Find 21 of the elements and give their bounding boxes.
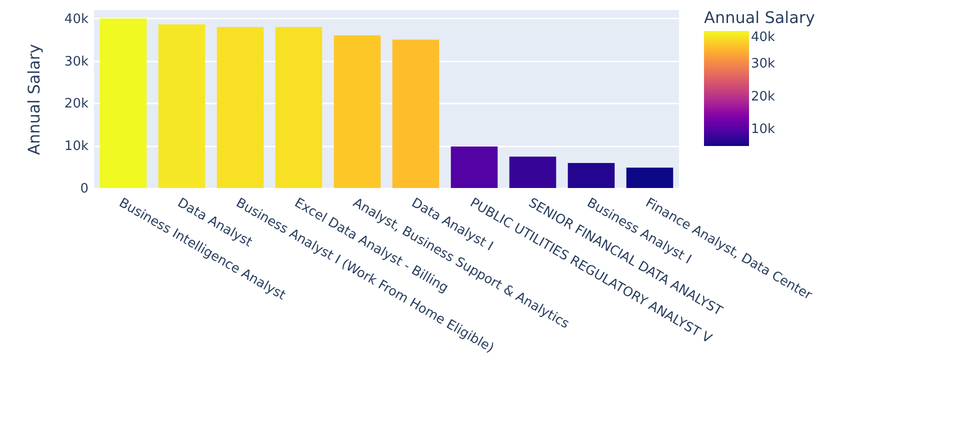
bar: [275, 26, 322, 188]
y-axis-title: Annual Salary: [24, 44, 44, 155]
color-bar-label: 20k: [751, 89, 776, 104]
bar: [450, 146, 498, 188]
legend-title: Annual Salary: [704, 8, 815, 27]
bar: [158, 24, 206, 188]
bar: [334, 35, 381, 188]
y-tick-label: 20k: [64, 96, 89, 112]
color-bar-label: 10k: [751, 122, 776, 138]
bar: [392, 40, 440, 188]
y-tick-label: 0: [80, 182, 88, 196]
y-tick-label: 40k: [64, 12, 89, 27]
color-bar-label: 40k: [751, 30, 776, 45]
bar: [509, 156, 556, 188]
color-bar-label: 30k: [751, 56, 776, 72]
bar: [216, 26, 264, 188]
y-tick-label: 10k: [64, 139, 89, 154]
y-tick-label: 30k: [64, 54, 89, 70]
bar: [568, 162, 615, 188]
bar: [100, 18, 147, 188]
bar: [626, 168, 674, 188]
